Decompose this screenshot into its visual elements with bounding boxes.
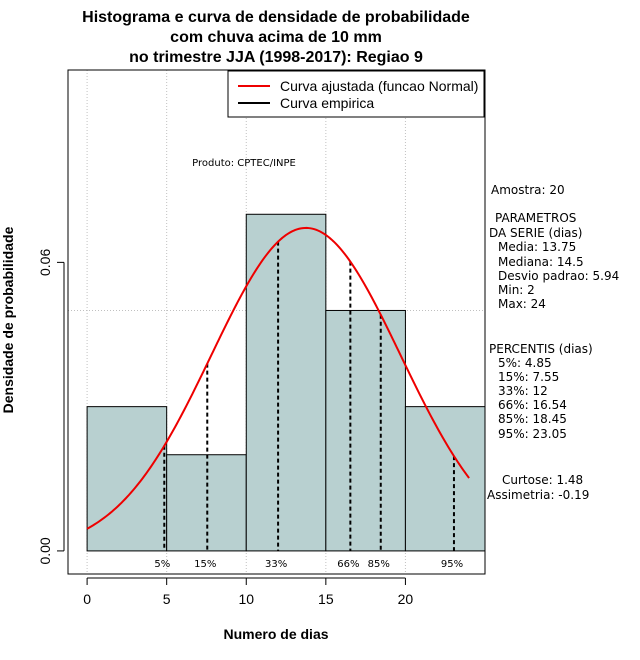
legend-box <box>227 70 485 118</box>
stats-curtose: Curtose: 1.48 <box>502 473 583 487</box>
y-tick-label-1: 0.06 <box>37 249 53 276</box>
legend-label-fit: Curva ajustada (funcao Normal) <box>280 78 478 94</box>
y-axis-label: Densidade de probabilidade <box>0 226 16 413</box>
x-tick-label-20: 20 <box>398 591 414 607</box>
stats-perc-header: PERCENTIS (dias) <box>489 342 593 356</box>
stats-panel: Amostra: 20 PARAMETROS DA SERIE (dias) M… <box>487 183 619 502</box>
percentile-label-1: 15% <box>194 559 216 570</box>
histogram-bar-2 <box>245 213 327 552</box>
histogram-bar-0 <box>86 406 168 552</box>
legend: Curva ajustada (funcao Normal) Curva emp… <box>227 70 485 118</box>
histogram-bar-4 <box>404 406 486 552</box>
stats-param-header-2: DA SERIE (dias) <box>489 226 582 240</box>
stats-perc-15: 15%: 7.55 <box>498 370 559 384</box>
stats-perc-5: 5%: 4.85 <box>498 356 552 370</box>
percentile-label-3: 66% <box>337 559 359 570</box>
stats-param-desvio: Desvio padrao: 5.94 <box>498 269 619 283</box>
stats-assimetria: Assimetria: -0.19 <box>487 488 589 502</box>
x-tick-label-0: 0 <box>83 591 91 607</box>
percentile-label-4: 85% <box>368 559 390 570</box>
y-tick-label-0: 0.00 <box>37 537 53 564</box>
percentile-label-2: 33% <box>265 559 287 570</box>
stats-perc-95: 95%: 23.05 <box>498 427 567 441</box>
chart-title-line-3: no trimestre JJA (1998-2017): Regiao 9 <box>129 49 423 66</box>
stats-perc-85: 85%: 18.45 <box>498 412 567 426</box>
stats-param-media: Media: 13.75 <box>498 240 576 254</box>
bars-layer <box>86 213 486 552</box>
chart-title-line-2: com chuva acima de 10 mm <box>170 29 382 46</box>
plot-frame <box>67 69 486 575</box>
chart-title-line-1: Histograma e curva de densidade de proba… <box>82 9 470 26</box>
x-tick-label-10: 10 <box>238 591 254 607</box>
percentile-lines-layer: 5% 15% 33% 66% 85% 95% <box>154 241 463 570</box>
product-annotation: Produto: CPTEC/INPE <box>192 158 296 169</box>
stats-param-min: Min: 2 <box>498 283 535 297</box>
x-tick-label-15: 15 <box>318 591 334 607</box>
stats-param-max: Max: 24 <box>498 297 546 311</box>
legend-label-empirical: Curva empirica <box>280 95 374 111</box>
stats-amostra: Amostra: 20 <box>491 183 565 197</box>
stats-perc-66: 66%: 16.54 <box>498 398 567 412</box>
histogram-bar-3 <box>325 309 406 552</box>
percentile-label-0: 5% <box>154 559 170 570</box>
stats-perc-33: 33%: 12 <box>498 384 548 398</box>
percentile-label-5: 95% <box>441 559 463 570</box>
x-axis-label: Numero de dias <box>223 626 328 642</box>
normal-fit-curve <box>86 226 470 530</box>
axes-layer: 0 5 10 15 20 0.00 0.06 <box>37 249 413 607</box>
x-tick-label-5: 5 <box>163 591 171 607</box>
stats-param-mediana: Mediana: 14.5 <box>498 255 584 269</box>
stats-param-header-1: PARAMETROS <box>495 211 576 225</box>
curve-layer <box>86 226 470 530</box>
